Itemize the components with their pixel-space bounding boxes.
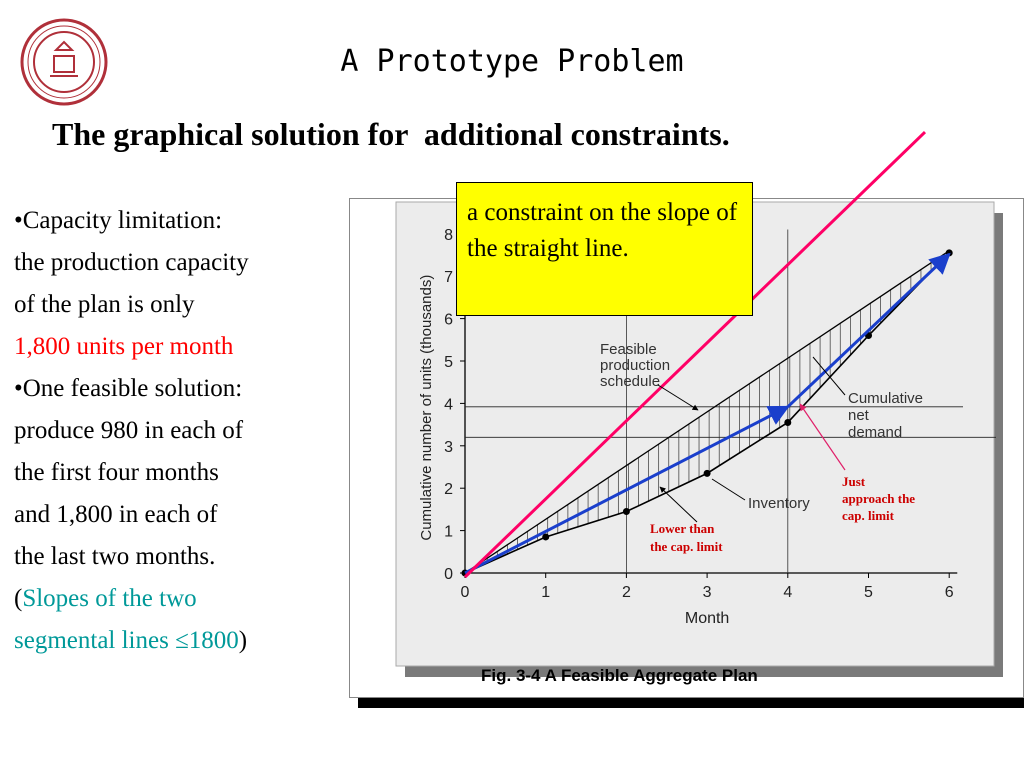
y-tick-label: 4: [444, 396, 453, 413]
bullet-2-line-6: (Slopes of the two: [14, 578, 344, 620]
cumulative-demand-label: net: [848, 407, 870, 424]
x-tick-label: 2: [622, 584, 631, 601]
bullet-1-line-2: the production capacity: [14, 249, 249, 276]
paren-close: ): [238, 627, 248, 654]
y-tick-label: 1: [444, 524, 453, 541]
demand-point: [622, 508, 630, 516]
bullet-2-line-2: produce 980 in each of: [14, 417, 244, 444]
cumulative-demand-label: Cumulative: [848, 390, 923, 407]
upper-feasible-bound-line: [464, 250, 950, 574]
slopes-note-2: segmental lines ≤1800: [14, 627, 239, 654]
y-axis-title: Cumulative number of units (thousands): [418, 275, 435, 541]
y-tick-label: 3: [444, 439, 453, 456]
lower-than-cap-label: the cap. limit: [650, 539, 723, 554]
slopes-note-1: Slopes of the two: [22, 585, 197, 612]
feasible-label-pointer: [657, 384, 699, 411]
bullet-2-line-7: segmental lines ≤1800): [14, 620, 344, 662]
x-tick-label: 3: [703, 584, 712, 601]
just-approach-cap-label: Just: [842, 474, 866, 489]
y-tick-label: 2: [444, 481, 453, 498]
just-approach-pointer: [799, 403, 846, 471]
x-tick-label: 6: [945, 584, 954, 601]
production-plan-segment: [786, 252, 951, 408]
demand-point: [784, 418, 792, 426]
cumulative-demand-label: demand: [848, 424, 902, 441]
slope-constraint-line: [463, 130, 927, 579]
university-seal-logo: [20, 18, 108, 106]
bullet-2-line-4: and 1,800 in each of: [14, 501, 218, 528]
x-axis-title: Month: [685, 610, 729, 627]
feasible-schedule-label: schedule: [600, 373, 660, 390]
x-tick-label: 0: [461, 584, 470, 601]
bullet-1-line-3: of the plan is only: [14, 291, 195, 318]
paren-open: (: [14, 585, 23, 612]
slide-subtitle: The graphical solution for additional co…: [52, 116, 730, 152]
feasible-schedule-label: Feasible: [600, 341, 657, 358]
demand-label-pointer: [812, 356, 846, 396]
x-tick-label: 1: [541, 584, 550, 601]
y-tick-label: 0: [444, 566, 453, 583]
bullet-list: •Capacity limitation: the production cap…: [14, 200, 344, 662]
lower-than-cap-pointer: [659, 486, 698, 523]
production-plan-segment: [464, 405, 790, 575]
lower-than-cap-label: Lower than: [650, 521, 715, 536]
capacity-highlight: 1,800 units per month: [14, 333, 234, 360]
bullet-2-line-1: •One feasible solution:: [14, 375, 243, 402]
x-tick-label: 4: [783, 584, 792, 601]
y-tick-label: 5: [444, 354, 453, 371]
chart-axes: 0 1 2 3 4 5 6 0 1 2 3 4 5 6 7 8 Month Cumulative number o…: [418, 227, 996, 627]
y-tick-label: 8: [444, 227, 453, 244]
slide-title: A Prototype Problem: [340, 44, 684, 79]
demand-point: [542, 533, 550, 541]
bullet-2-line-3: the first four months: [14, 459, 219, 486]
just-approach-cap-label: approach the: [842, 491, 915, 506]
demand-point: [703, 469, 711, 477]
y-tick-label: 6: [444, 312, 453, 329]
y-tick-label: 7: [444, 269, 453, 286]
bullet-2-line-5: the last two months.: [14, 543, 216, 570]
inventory-label-pointer: [711, 478, 746, 501]
just-approach-cap-label: cap. limit: [842, 508, 895, 523]
inventory-label: Inventory: [748, 495, 810, 512]
figure-caption: Fig. 3-4 A Feasible Aggregate Plan: [481, 666, 758, 685]
x-tick-label: 5: [864, 584, 873, 601]
bullet-1-line-1: •Capacity limitation:: [14, 207, 223, 234]
feasible-schedule-label: production: [600, 357, 670, 374]
chart-marks: [461, 130, 953, 579]
slope-constraint-callout: a constraint on the slope of the straigh…: [456, 182, 753, 316]
